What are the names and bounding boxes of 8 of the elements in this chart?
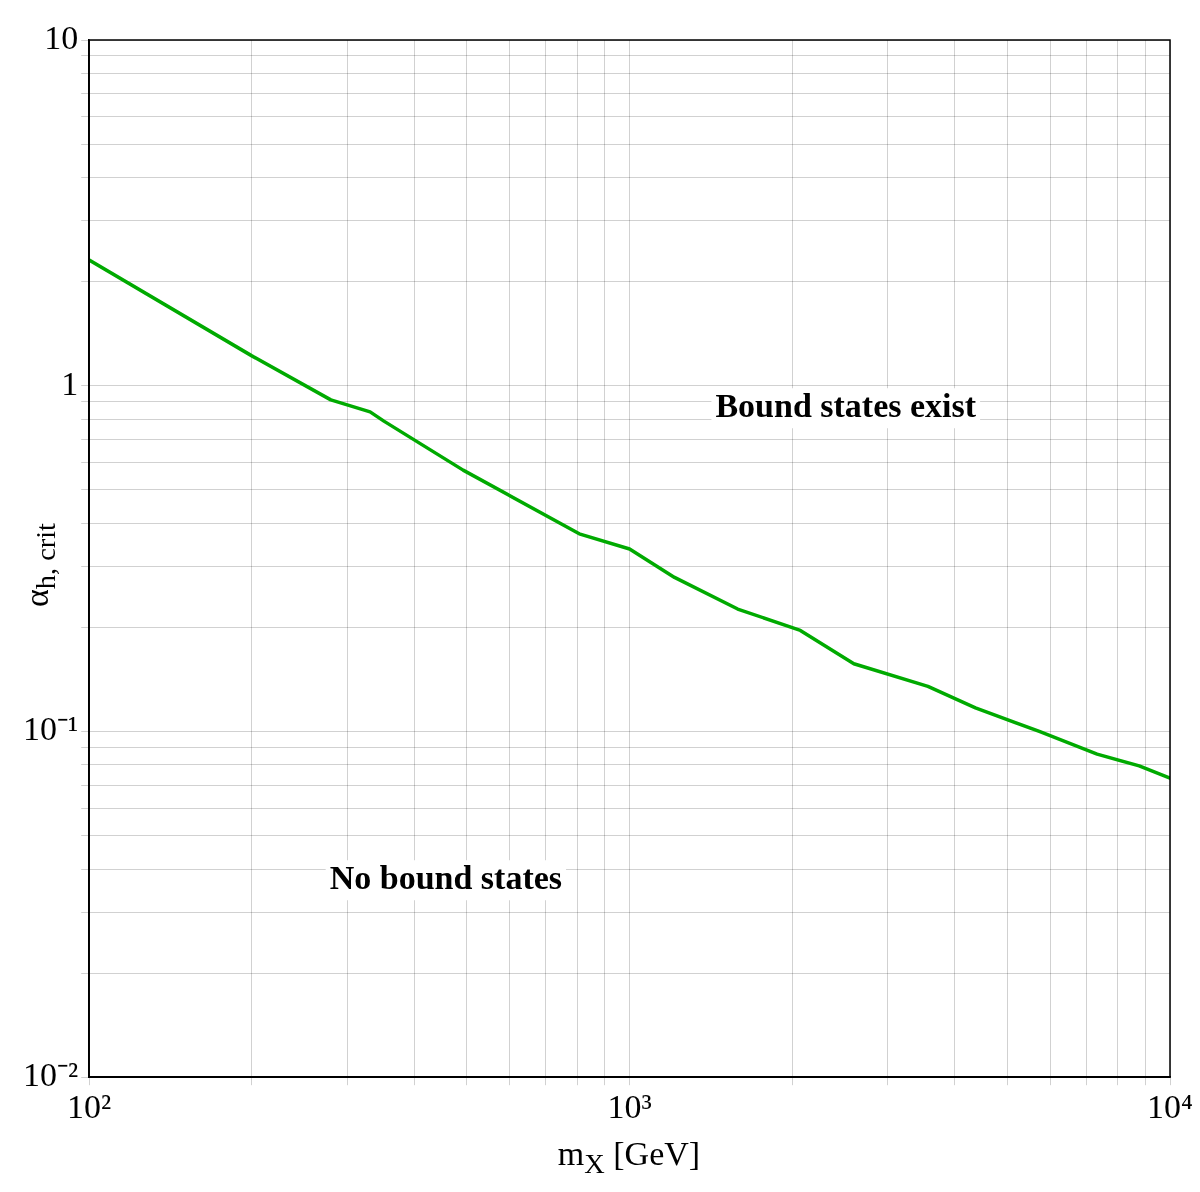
x-axis-title: m$_{X}$ [GeV] bbox=[556, 1135, 702, 1180]
annotation: Bound states exist bbox=[715, 386, 977, 424]
x-tick-label: 10³ bbox=[607, 1087, 652, 1125]
y-tick-label: 10 bbox=[44, 18, 79, 56]
annotation: No bound states bbox=[329, 858, 563, 896]
y-tick-label: 1 bbox=[61, 364, 79, 402]
x-tick-label: 10⁴ bbox=[1147, 1087, 1193, 1125]
y-tick-label: 10⁻¹ bbox=[22, 710, 79, 748]
